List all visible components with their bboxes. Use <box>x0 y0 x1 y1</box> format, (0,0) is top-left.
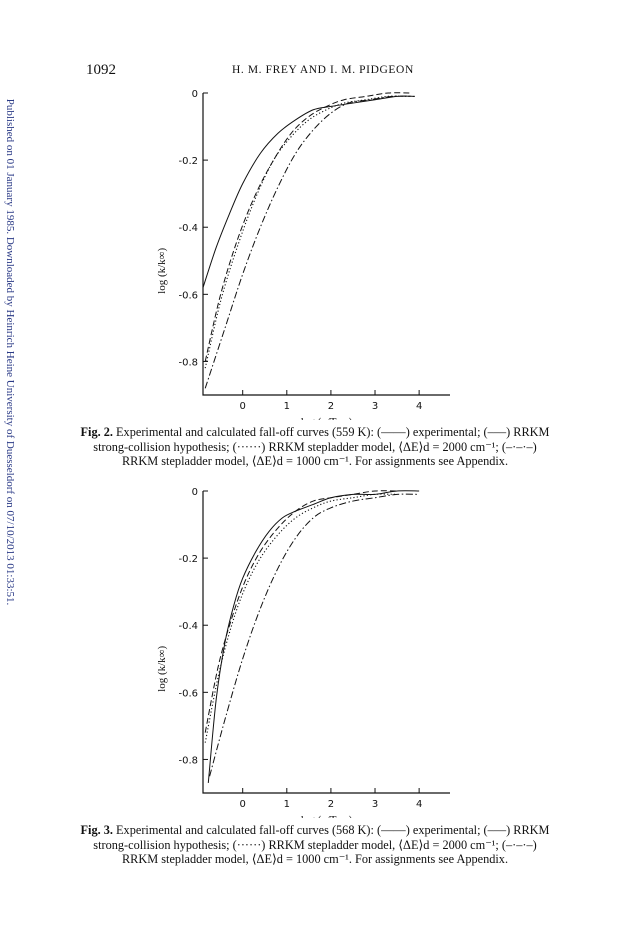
x-tick-label: 4 <box>416 401 422 412</box>
y-tick-label: -0.2 <box>178 156 198 167</box>
figure-2-caption-text: Experimental and calculated fall-off cur… <box>93 425 550 468</box>
x-tick-label: 1 <box>284 799 290 810</box>
y-tick-label: -0.8 <box>178 357 198 368</box>
x-tick-label: 3 <box>372 401 378 412</box>
series-dashed-curve <box>204 92 411 362</box>
y-tick-label: 0 <box>192 89 198 100</box>
y-axis-title: log (k/k∞) <box>156 247 168 293</box>
series-dashed-curve <box>204 490 398 733</box>
y-axis-title: log (k/k∞) <box>156 645 168 691</box>
axes-frame <box>202 491 450 794</box>
y-tick-label: -0.4 <box>178 223 198 234</box>
figure-3-chart: 0 -0.2 -0.4 -0.6 -0.8 0 1 2 3 4 log (p/Torr) log (k… <box>156 487 450 818</box>
x-tick-label: 2 <box>328 401 334 412</box>
axes-frame <box>202 93 450 396</box>
y-tick-label: -0.2 <box>178 554 198 565</box>
series-solid-curve <box>202 95 415 288</box>
x-tick-label: 0 <box>240 401 246 412</box>
x-tick-label: 2 <box>328 799 334 810</box>
figure-2-label: Fig. 2. <box>80 425 113 439</box>
y-tick-label: -0.8 <box>178 755 198 766</box>
y-tick-label: -0.6 <box>178 290 198 301</box>
page-number: 1092 <box>86 62 116 78</box>
page-header: 1092 H. M. FREY AND I. M. PIDGEON <box>0 62 625 82</box>
figure-2-chart: 0 -0.2 -0.4 -0.6 -0.8 0 1 2 3 4 log (p/Torr) log (k… <box>156 89 450 420</box>
figure-3-label: Fig. 3. <box>80 823 113 837</box>
y-tick-label: -0.4 <box>178 621 198 632</box>
series-dashdot-curve <box>209 493 420 777</box>
x-axis-title: log (p/Torr) <box>301 814 353 818</box>
series-dashdot-curve <box>204 95 415 389</box>
figure-3-caption-text: Experimental and calculated fall-off cur… <box>93 823 550 866</box>
y-tick-label: 0 <box>192 487 198 498</box>
x-tick-label: 4 <box>416 799 422 810</box>
x-axis-title: log (p/Torr) <box>301 416 353 420</box>
figure-2-caption: Fig. 2. Experimental and calculated fall… <box>80 425 550 469</box>
x-tick-label: 1 <box>284 401 290 412</box>
y-tick-label: -0.6 <box>178 688 198 699</box>
series-solid-curve <box>207 490 420 783</box>
running-head: H. M. FREY AND I. M. PIDGEON <box>232 64 414 76</box>
series-dotted-curve <box>204 493 398 743</box>
x-tick-label: 0 <box>240 799 246 810</box>
x-tick-label: 3 <box>372 799 378 810</box>
figure-3-caption: Fig. 3. Experimental and calculated fall… <box>80 823 550 867</box>
